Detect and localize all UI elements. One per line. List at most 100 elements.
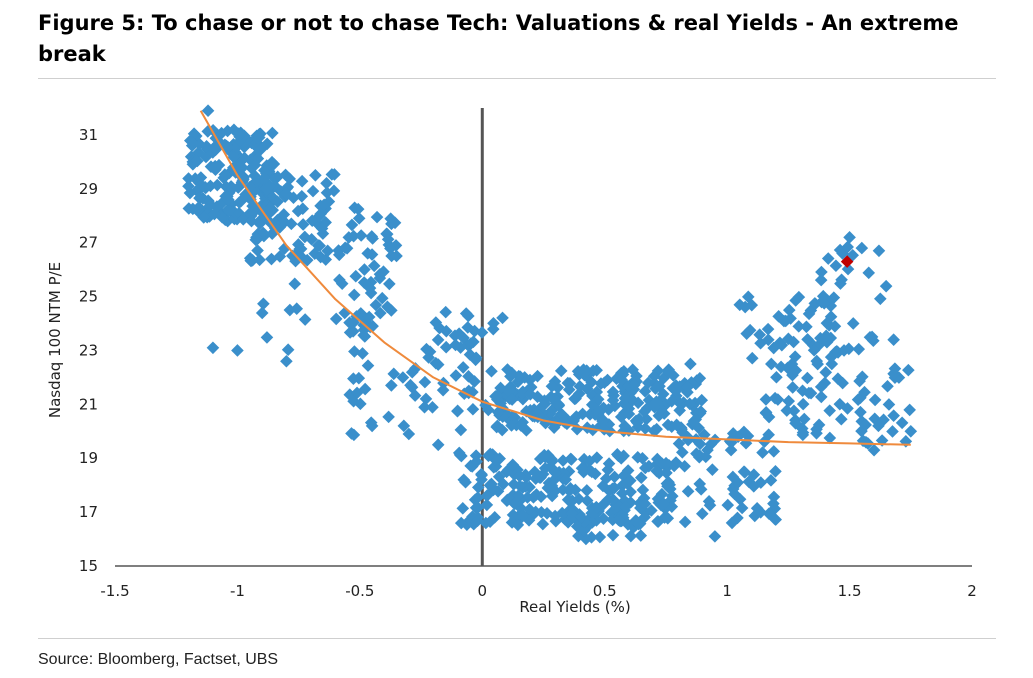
data-point (602, 457, 616, 470)
data-point (462, 370, 475, 383)
data-point (404, 378, 417, 392)
data-point (841, 262, 855, 276)
data-point (373, 267, 387, 281)
data-point (585, 375, 598, 389)
data-point (512, 369, 526, 383)
data-point (762, 410, 776, 424)
data-point (218, 168, 232, 181)
data-point (611, 498, 624, 511)
data-point (365, 248, 379, 261)
data-point (260, 331, 274, 344)
data-point (439, 305, 453, 319)
data-point (823, 404, 836, 417)
data-point (429, 316, 443, 329)
data-point (816, 289, 830, 303)
data-point (227, 123, 241, 137)
data-point (772, 310, 785, 323)
data-point (877, 413, 890, 427)
data-point (814, 390, 828, 404)
data-point (785, 357, 799, 371)
data-point (665, 394, 679, 408)
data-point (819, 366, 833, 379)
data-point (872, 419, 885, 433)
source-divider (38, 638, 996, 639)
data-point (201, 125, 215, 138)
data-point (291, 204, 305, 218)
data-point (306, 184, 320, 198)
data-point (496, 311, 509, 325)
data-point (419, 392, 433, 406)
data-point (295, 174, 309, 188)
data-point (204, 198, 217, 212)
data-point (305, 233, 318, 246)
data-point (835, 273, 848, 287)
data-point (389, 239, 403, 252)
data-point (667, 369, 680, 382)
trend-curve (199, 110, 911, 446)
data-point (825, 357, 839, 371)
data-point (750, 501, 764, 515)
data-point (754, 336, 767, 350)
data-point (660, 466, 673, 480)
data-point (247, 184, 261, 197)
data-point (513, 494, 527, 507)
data-point (461, 321, 475, 334)
data-point (258, 171, 271, 185)
data-point (552, 399, 566, 412)
data-point (267, 157, 281, 171)
data-point (362, 310, 376, 324)
data-point (856, 370, 869, 384)
data-point (759, 393, 773, 406)
data-point (258, 211, 272, 224)
data-point (210, 200, 224, 213)
data-point (638, 405, 651, 418)
data-point (617, 364, 631, 378)
data-point (347, 229, 360, 243)
data-point (636, 483, 650, 497)
data-point (695, 507, 709, 521)
data-point (206, 123, 220, 137)
latest-point-layer (840, 255, 854, 268)
data-point (591, 392, 605, 406)
data-point (197, 211, 211, 224)
data-point (801, 333, 814, 346)
data-point (556, 408, 570, 422)
data-point (480, 489, 494, 503)
data-point (471, 514, 484, 527)
data-point (597, 423, 611, 436)
data-point (390, 249, 403, 263)
data-point (651, 452, 664, 466)
data-point (281, 343, 295, 357)
data-point (279, 168, 292, 182)
data-point (506, 458, 520, 472)
data-point (255, 306, 269, 320)
data-point (888, 362, 902, 375)
data-point (288, 277, 302, 291)
data-point (358, 330, 372, 343)
data-point (260, 137, 274, 151)
data-point (590, 501, 604, 514)
data-point (621, 464, 635, 477)
data-point (787, 404, 801, 418)
data-point (190, 154, 203, 167)
data-point (229, 141, 242, 155)
data-point (305, 214, 319, 227)
data-point (260, 183, 274, 197)
data-point (449, 369, 463, 382)
data-point (385, 379, 398, 392)
data-point (559, 473, 573, 486)
data-point (852, 342, 866, 356)
data-point (622, 407, 636, 421)
data-point (735, 501, 749, 515)
data-point (347, 288, 361, 302)
data-point (610, 448, 624, 461)
data-point (480, 498, 494, 512)
data-point (488, 453, 502, 467)
data-point (375, 291, 389, 305)
data-point (738, 466, 752, 479)
data-point (300, 253, 314, 267)
data-point (260, 167, 273, 180)
data-point (257, 297, 270, 311)
data-point (514, 419, 528, 432)
data-point (577, 452, 591, 466)
